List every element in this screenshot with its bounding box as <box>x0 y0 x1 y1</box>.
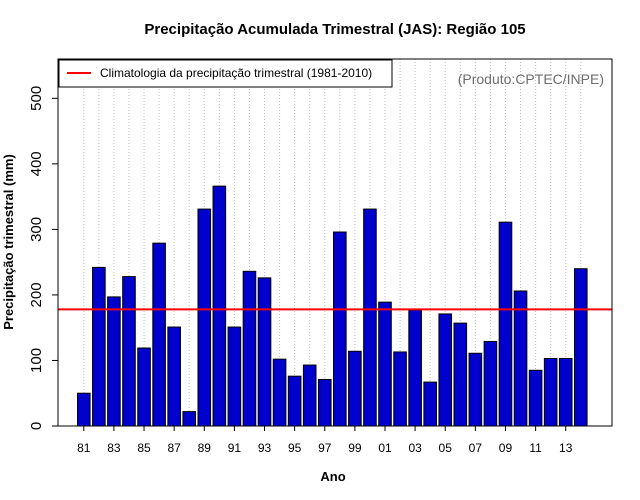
x-tick-label-01: 01 <box>378 441 392 455</box>
y-axis-title: Precipitação trimestral (mm) <box>1 154 16 330</box>
x-tick-label-99: 99 <box>348 441 362 455</box>
bar-14 <box>573 268 588 427</box>
y-tick-label-500: 500 <box>28 86 45 111</box>
x-tick-label-03: 03 <box>408 441 422 455</box>
bar-96 <box>302 364 317 427</box>
x-tick-label-11: 11 <box>529 441 542 455</box>
bar-00 <box>363 208 377 427</box>
bar-87 <box>167 326 181 427</box>
legend-label: Climatologia da precipitação trimestral … <box>100 66 372 80</box>
legend-box <box>58 59 393 88</box>
x-tick-label-83: 83 <box>107 441 121 455</box>
x-tick-label-07: 07 <box>469 441 483 455</box>
bar-89 <box>197 208 212 427</box>
bar-95 <box>287 375 302 427</box>
bar-01 <box>378 301 392 427</box>
x-axis: 81 83 85 87 89 91 93 95 97 99 01 03 05 07 09 11 13 <box>77 426 573 455</box>
x-tick-label-05: 05 <box>439 441 453 455</box>
bar-93 <box>257 277 272 427</box>
x-tick-label-81: 81 <box>77 441 91 455</box>
bar-90 <box>212 185 227 427</box>
y-tick-label-200: 200 <box>28 282 45 307</box>
bar-92 <box>242 270 257 427</box>
bar-86 <box>152 242 166 427</box>
bar-08 <box>483 340 498 427</box>
x-tick-label-87: 87 <box>167 441 181 455</box>
bar-11 <box>528 369 543 427</box>
bar-83 <box>107 296 121 427</box>
bar-82 <box>92 266 106 427</box>
bar-03 <box>408 309 422 427</box>
y-axis: 0 100 200 300 400 500 <box>28 86 58 430</box>
y-tick-label-400: 400 <box>28 151 45 176</box>
x-tick-label-85: 85 <box>137 441 151 455</box>
legend: Climatologia da precipitação trimestral … <box>58 59 393 88</box>
x-tick-label-13: 13 <box>559 441 573 455</box>
bar-98 <box>333 231 347 427</box>
source-note: (Produto:CPTEC/INPE) <box>458 71 604 87</box>
bar-09 <box>498 221 513 427</box>
y-tick-label-100: 100 <box>28 348 45 373</box>
bar-04 <box>423 381 437 427</box>
y-tick-label-300: 300 <box>28 217 45 242</box>
bar-13 <box>558 357 573 427</box>
bar-91 <box>227 326 242 427</box>
bar-85 <box>137 347 151 427</box>
bar-12 <box>543 357 558 427</box>
bar-02 <box>393 351 407 427</box>
grid-lines <box>83 59 582 426</box>
bar-05 <box>438 313 453 427</box>
bar-88 <box>182 411 197 427</box>
x-tick-label-89: 89 <box>198 441 212 455</box>
bars-group <box>77 185 588 427</box>
bar-07 <box>468 352 483 427</box>
x-tick-label-97: 97 <box>318 441 332 455</box>
plot-frame <box>57 58 613 427</box>
y-tick-label-0: 0 <box>28 422 45 430</box>
bar-94 <box>272 358 287 427</box>
bar-81 <box>77 392 91 427</box>
x-axis-title: Ano <box>320 469 345 484</box>
bar-10 <box>513 290 528 427</box>
x-tick-label-93: 93 <box>258 441 272 455</box>
bar-97 <box>317 378 332 427</box>
x-tick-label-09: 09 <box>499 441 513 455</box>
x-tick-label-95: 95 <box>288 441 302 455</box>
x-tick-label-91: 91 <box>228 441 242 455</box>
chart-title: Precipitação Acumulada Trimestral (JAS):… <box>144 21 525 38</box>
bar-84 <box>122 276 136 427</box>
bar-06 <box>453 322 468 427</box>
bar-99 <box>348 350 362 427</box>
